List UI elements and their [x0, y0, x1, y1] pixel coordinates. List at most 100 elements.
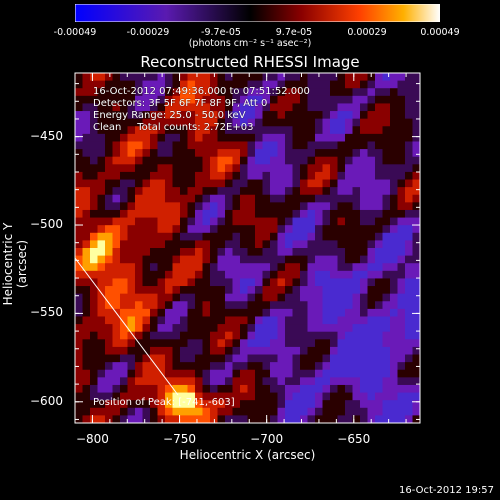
heatmap-cell: [397, 248, 406, 257]
heatmap-cell: [112, 270, 121, 280]
heatmap-cell: [142, 339, 151, 348]
x-axis-label: Heliocentric X (arcsec): [179, 448, 316, 462]
heatmap-cell: [412, 187, 420, 196]
heatmap-cell: [337, 286, 346, 295]
heatmap-cell: [187, 407, 196, 416]
heatmap-cell: [210, 171, 219, 181]
heatmap-cell: [390, 202, 399, 211]
heatmap-cell: [150, 263, 159, 272]
heatmap-cell: [390, 80, 399, 89]
heatmap-cell: [345, 95, 354, 105]
heatmap-cell: [382, 377, 391, 386]
heatmap-cell: [142, 156, 151, 165]
heatmap-cell: [270, 111, 279, 120]
heatmap-cell: [367, 354, 376, 363]
heatmap-cell: [187, 263, 196, 272]
heatmap-cell: [367, 339, 376, 348]
heatmap-cell: [337, 384, 346, 394]
heatmap-cell: [127, 392, 136, 401]
heatmap-cell: [240, 88, 249, 97]
heatmap-cell: [270, 301, 279, 310]
heatmap-cell: [172, 118, 181, 127]
heatmap-cell: [172, 301, 181, 310]
heatmap-cell: [180, 324, 189, 333]
heatmap-cell: [82, 415, 91, 423]
heatmap-cell: [345, 111, 354, 120]
heatmap-cell: [165, 400, 174, 409]
heatmap-cell: [187, 149, 196, 158]
heatmap-cell: [345, 286, 354, 295]
heatmap-cell: [90, 217, 99, 226]
heatmap-cell: [262, 179, 271, 188]
heatmap-cell: [300, 217, 309, 226]
heatmap-cell: [375, 362, 384, 371]
heatmap-cell: [352, 407, 361, 416]
heatmap-cell: [232, 156, 241, 165]
heatmap-cell: [292, 95, 301, 105]
heatmap-cell: [172, 194, 181, 203]
heatmap-cell: [180, 80, 189, 89]
heatmap-cell: [82, 407, 91, 416]
heatmap-cell: [150, 232, 159, 241]
heatmap-cell: [322, 187, 331, 196]
heatmap-cell: [97, 400, 106, 409]
heatmap-cell: [172, 179, 181, 188]
heatmap-cell: [360, 225, 369, 234]
heatmap-cell: [255, 248, 264, 257]
heatmap-cell: [165, 187, 174, 196]
heatmap-cell: [262, 308, 271, 318]
heatmap-cell: [157, 316, 166, 325]
heatmap-cell: [285, 400, 294, 409]
heatmap-cell: [232, 331, 241, 340]
heatmap-cell: [322, 400, 331, 409]
heatmap-cell: [232, 248, 241, 257]
heatmap-cell: [300, 179, 309, 188]
heatmap-cell: [187, 225, 196, 234]
heatmap-cell: [217, 400, 226, 409]
heatmap-cell: [165, 369, 174, 378]
heatmap-cell: [247, 308, 256, 318]
heatmap-cell: [202, 339, 211, 348]
heatmap-cell: [232, 133, 241, 143]
heatmap-cell: [150, 187, 159, 196]
heatmap-cell: [232, 369, 241, 378]
heatmap-cell: [90, 194, 99, 203]
heatmap-cell: [172, 248, 181, 257]
heatmap-cell: [165, 255, 174, 264]
heatmap-cell: [127, 80, 136, 89]
heatmap-cell: [382, 324, 391, 333]
heatmap-cell: [405, 407, 414, 416]
heatmap-cell: [337, 95, 346, 105]
heatmap-cell: [195, 111, 204, 120]
heatmap-cell: [210, 324, 219, 333]
heatmap-cell: [307, 194, 316, 203]
heatmap-cell: [330, 278, 339, 287]
heatmap-cell: [292, 354, 301, 363]
heatmap-cell: [240, 407, 249, 416]
heatmap-cell: [210, 217, 219, 226]
heatmap-cell: [270, 73, 279, 82]
heatmap-cell: [232, 301, 241, 310]
heatmap-cell: [352, 209, 361, 219]
heatmap-cell: [367, 103, 376, 112]
heatmap-cell: [352, 384, 361, 394]
heatmap-cell: [210, 354, 219, 363]
heatmap-cell: [262, 88, 271, 97]
heatmap-cell: [270, 95, 279, 105]
heatmap-cell: [187, 118, 196, 127]
heatmap-cell: [90, 301, 99, 310]
heatmap-cell: [390, 179, 399, 188]
heatmap-cell: [292, 209, 301, 219]
heatmap-cell: [90, 354, 99, 363]
heatmap-cell: [270, 407, 279, 416]
heatmap-cell: [135, 232, 144, 241]
heatmap-cell: [97, 141, 106, 150]
heatmap-cell: [397, 362, 406, 371]
heatmap-cell: [360, 179, 369, 188]
heatmap-cell: [135, 346, 144, 356]
heatmap-cell: [397, 88, 406, 97]
heatmap-cell: [352, 217, 361, 226]
heatmap-cell: [405, 369, 414, 378]
heatmap-cell: [232, 141, 241, 150]
heatmap-cell: [382, 111, 391, 120]
